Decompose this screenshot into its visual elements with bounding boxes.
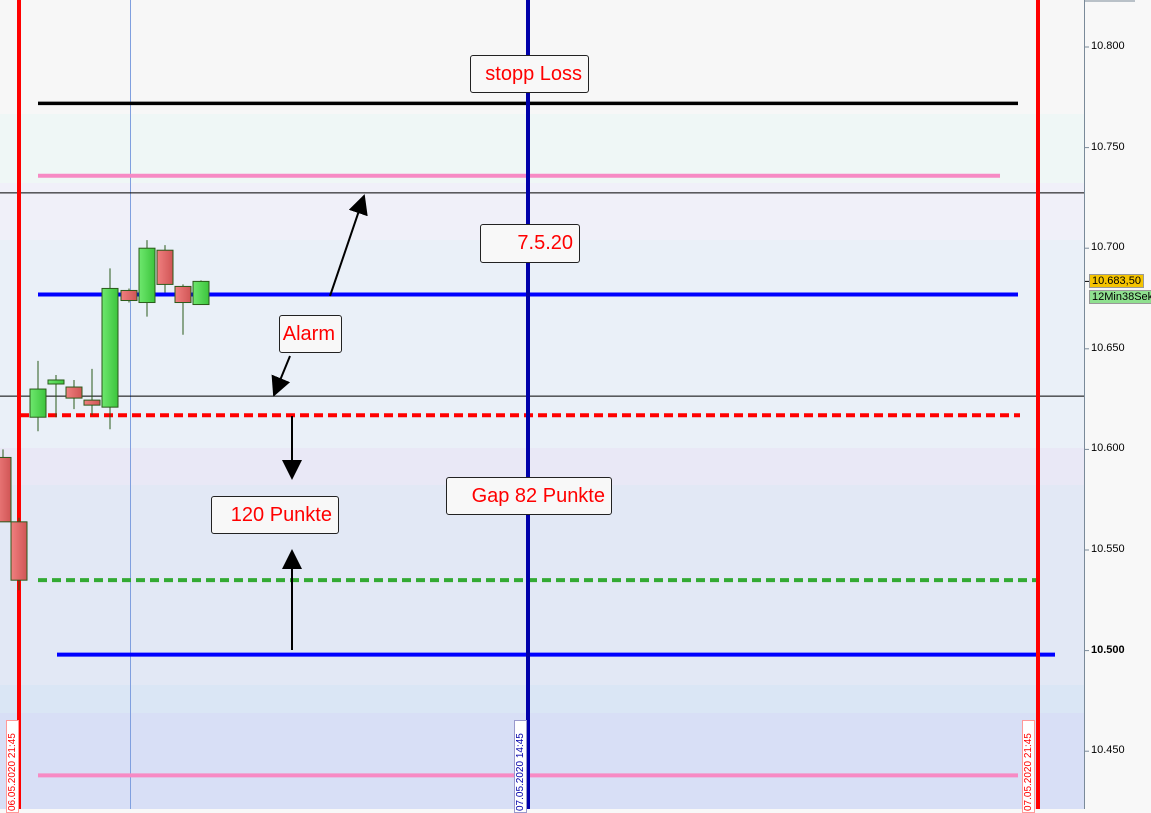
y-axis-tick-label: 10.550 [1091,543,1125,555]
time-label-mid: 07.05.2020 14:45 [514,720,527,813]
candle [10,517,28,591]
candle [120,288,138,303]
background-band [0,114,1084,183]
axis-background [1084,0,1151,809]
candle-body [192,280,210,306]
countdown-badge: 12Min38Sek [1089,290,1151,304]
candle-body [65,386,83,399]
y-axis-tick-label: 10.500 [1091,643,1125,656]
candle [83,368,101,416]
candle [0,449,12,523]
background-band [0,485,1084,685]
candle-body [174,285,192,304]
candle-body [138,247,156,304]
candle [174,284,192,335]
candle [65,379,83,410]
candle [192,280,210,306]
candle-body [101,287,119,408]
y-axis-tick-label: 10.700 [1091,241,1125,254]
candle-body [120,289,138,302]
candle [29,360,47,432]
candle [47,374,65,418]
annotation-gap-82-punkte[interactable]: Gap 82 Punkte [446,477,612,515]
candle-body [29,388,47,418]
arrow [329,194,368,297]
y-axis-tick-label: 10.450 [1091,744,1125,757]
time-label-start: 06.05.2020 21:45 [6,720,19,813]
y-axis-tick-label: 10.650 [1091,341,1125,354]
arrow [271,355,291,397]
candle [101,268,119,430]
candle [138,240,156,317]
candle-body [0,456,12,523]
annotation-alarm[interactable]: Alarm [279,315,342,353]
annotation-120-punkte[interactable]: 120 Punkte [211,496,339,534]
y-axis-tick-label: 10.600 [1091,442,1125,455]
y-axis-tick-label: 10.750 [1091,140,1125,153]
candle [156,245,174,293]
candle-body [10,521,28,581]
annotation-stopp-loss[interactable]: stopp Loss [470,55,589,93]
current-price-badge: 10.683,50 [1089,274,1144,288]
time-label-end: 07.05.2020 21:45 [1022,720,1035,813]
candle-body [47,379,65,385]
candle-body [83,399,101,406]
y-axis-tick-label: 10.800 [1091,40,1125,52]
background-band [0,713,1084,809]
candle-body [156,249,174,285]
background-band [0,685,1084,713]
annotation-date[interactable]: 7.5.20 [480,224,580,263]
